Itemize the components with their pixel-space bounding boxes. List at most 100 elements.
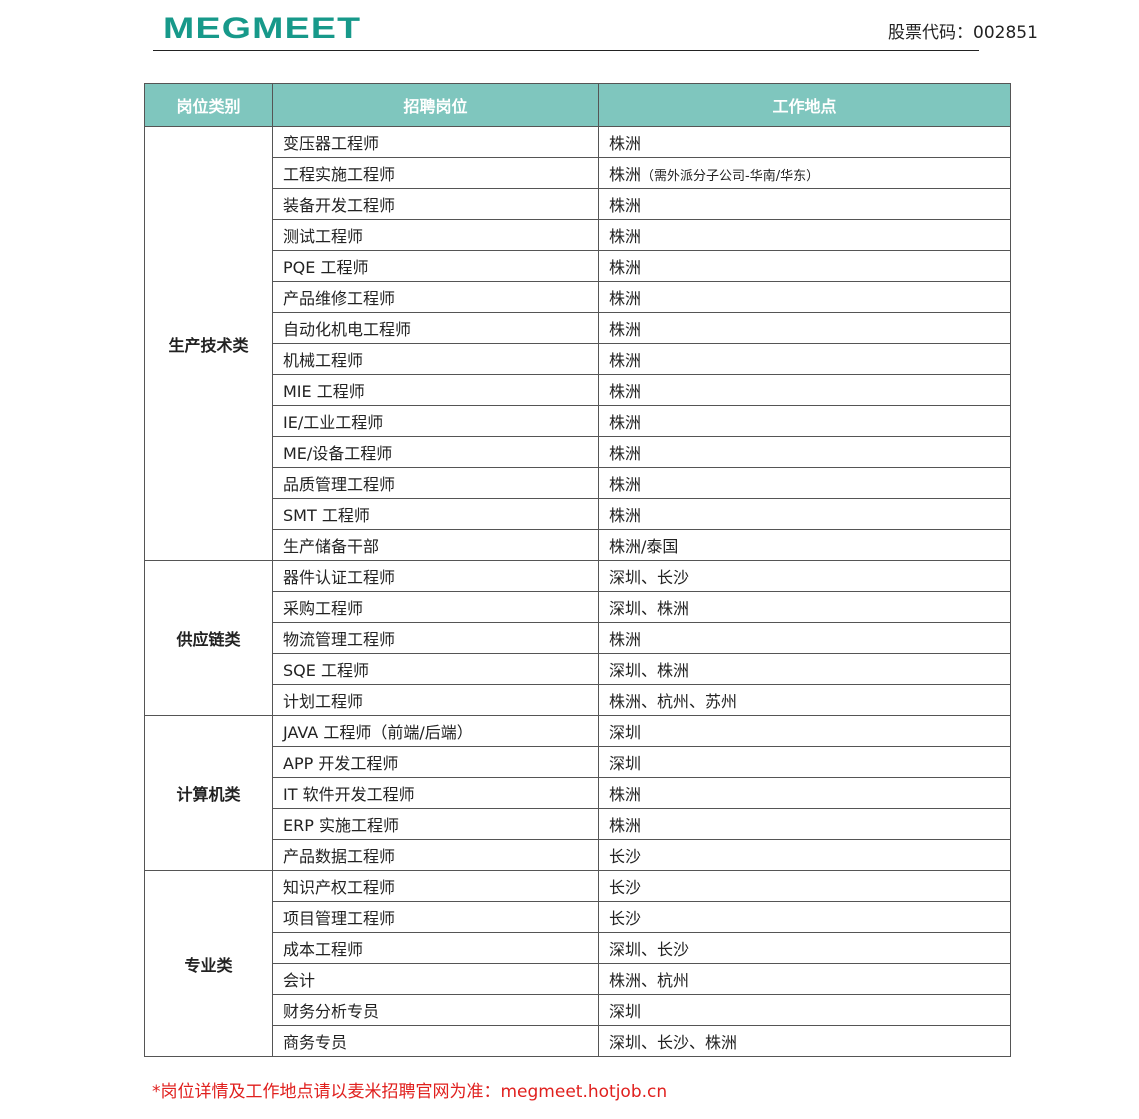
table-row: APP 开发工程师 深圳 (145, 746, 1011, 778)
table-row: 供应链类 器件认证工程师 深圳、长沙 (144, 560, 1011, 716)
location-cell: 长沙 (598, 901, 1011, 933)
location-cell: 株洲 (598, 405, 1011, 437)
location-cell: 深圳、长沙 (598, 560, 1011, 592)
footer-note: *岗位详情及工作地点请以麦米招聘官网为准：megmeet.hotjob.cn (152, 1082, 668, 1102)
table-row: ERP 实施工程师 株洲 (145, 808, 1011, 840)
location-text: 株洲 (609, 320, 642, 339)
location-cell: 株洲 (598, 374, 1011, 406)
position-cell: 知识产权工程师 (272, 870, 599, 902)
table-row: 产品维修工程师 株洲 (145, 281, 1011, 313)
position-cell: 产品维修工程师 (272, 281, 599, 313)
table-row: PQE 工程师 株洲 (145, 250, 1011, 282)
location-cell: 深圳 (598, 746, 1011, 778)
position-cell: 采购工程师 (272, 591, 599, 623)
location-cell: 株洲 (598, 188, 1011, 220)
category-cell: 供应链类 (144, 560, 273, 716)
table-row: 生产技术类 变压器工程师 株洲 (144, 126, 1011, 561)
location-cell: 株洲 (598, 219, 1011, 251)
location-cell: 株洲 (598, 622, 1011, 654)
table-row: SMT 工程师 株洲 (145, 498, 1011, 530)
location-cell: 深圳 (598, 715, 1011, 747)
location-cell: 深圳、长沙、株洲 (598, 1025, 1011, 1057)
category-cell: 专业类 (144, 870, 273, 1057)
table-row: 自动化机电工程师 株洲 (145, 312, 1011, 344)
table-row: IT 软件开发工程师 株洲 (145, 777, 1011, 809)
position-cell: ME/设备工程师 (272, 436, 599, 468)
table-row: 产品数据工程师 长沙 (145, 839, 1011, 871)
location-text: 株洲 (609, 475, 642, 494)
table-row: 项目管理工程师 长沙 (145, 901, 1011, 933)
category-cell: 生产技术类 (144, 126, 273, 561)
location-text: 株洲 (609, 227, 642, 246)
location-text: 株洲 (609, 382, 642, 401)
position-cell: 计划工程师 (272, 684, 599, 716)
location-cell: 株洲（需外派分子公司-华南/华东） (598, 157, 1011, 189)
table-row: 会计 株洲、杭州 (145, 963, 1011, 995)
location-cell: 深圳、株洲 (598, 591, 1011, 623)
position-cell: SMT 工程师 (272, 498, 599, 530)
location-text: 深圳、长沙、株洲 (609, 1033, 738, 1052)
location-cell: 株洲、杭州、苏州 (598, 684, 1011, 716)
table-row: 装备开发工程师 株洲 (145, 188, 1011, 220)
position-cell: 测试工程师 (272, 219, 599, 251)
location-text: 株洲、杭州 (609, 971, 690, 990)
position-cell: 变压器工程师 (272, 126, 599, 158)
location-text: 株洲、杭州、苏州 (609, 692, 738, 711)
table-row: 生产储备干部 株洲/泰国 (145, 529, 1011, 561)
table-row: 采购工程师 深圳、株洲 (145, 591, 1011, 623)
stock-code: 股票代码：002851 (888, 23, 1038, 43)
position-cell: 商务专员 (272, 1025, 599, 1057)
location-note: （需外派分子公司-华南/华东） (641, 169, 820, 184)
location-cell: 株洲 (598, 312, 1011, 344)
location-text: 株洲 (609, 134, 642, 153)
location-text: 深圳、株洲 (609, 661, 690, 680)
location-cell: 株洲 (598, 250, 1011, 282)
position-cell: 生产储备干部 (272, 529, 599, 561)
position-cell: APP 开发工程师 (272, 746, 599, 778)
position-cell: IE/工业工程师 (272, 405, 599, 437)
location-cell: 株洲 (598, 281, 1011, 313)
position-cell: JAVA 工程师（前端/后端） (272, 715, 599, 747)
location-text: 株洲 (609, 196, 642, 215)
column-header-position: 招聘岗位 (272, 83, 599, 127)
table-header-row: 岗位类别 招聘岗位 工作地点 (144, 83, 1011, 127)
location-text: 长沙 (609, 847, 642, 866)
location-text: 株洲 (609, 816, 642, 835)
location-cell: 株洲 (598, 808, 1011, 840)
table-row: IE/工业工程师 株洲 (145, 405, 1011, 437)
location-cell: 株洲/泰国 (598, 529, 1011, 561)
position-cell: 产品数据工程师 (272, 839, 599, 871)
location-cell: 长沙 (598, 839, 1011, 871)
position-cell: 机械工程师 (272, 343, 599, 375)
location-text: 株洲 (609, 165, 642, 184)
location-cell: 长沙 (598, 870, 1011, 902)
location-text: 株洲 (609, 258, 642, 277)
table-row: 工程实施工程师 株洲（需外派分子公司-华南/华东） (145, 157, 1011, 189)
table-row: 专业类 知识产权工程师 长沙 (144, 870, 1011, 1057)
location-cell: 深圳、长沙 (598, 932, 1011, 964)
location-text: 株洲 (609, 630, 642, 649)
position-cell: 财务分析专员 (272, 994, 599, 1026)
table-row: 成本工程师 深圳、长沙 (145, 932, 1011, 964)
table-row: 物流管理工程师 株洲 (145, 622, 1011, 654)
position-cell: PQE 工程师 (272, 250, 599, 282)
location-text: 深圳、株洲 (609, 599, 690, 618)
location-text: 长沙 (609, 878, 642, 897)
position-cell: SQE 工程师 (272, 653, 599, 685)
position-cell: 项目管理工程师 (272, 901, 599, 933)
location-text: 株洲/泰国 (609, 537, 679, 556)
location-text: 深圳 (609, 1002, 642, 1021)
column-header-category: 岗位类别 (144, 83, 273, 127)
position-cell: ERP 实施工程师 (272, 808, 599, 840)
category-cell: 计算机类 (144, 715, 273, 871)
location-text: 深圳 (609, 723, 642, 742)
location-text: 株洲 (609, 785, 642, 804)
column-header-location: 工作地点 (598, 83, 1011, 127)
location-cell: 株洲 (598, 467, 1011, 499)
location-text: 株洲 (609, 444, 642, 463)
location-cell: 株洲 (598, 777, 1011, 809)
position-cell: 装备开发工程师 (272, 188, 599, 220)
location-cell: 深圳 (598, 994, 1011, 1026)
location-cell: 株洲 (598, 436, 1011, 468)
company-logo: MEGMEET (163, 12, 362, 45)
